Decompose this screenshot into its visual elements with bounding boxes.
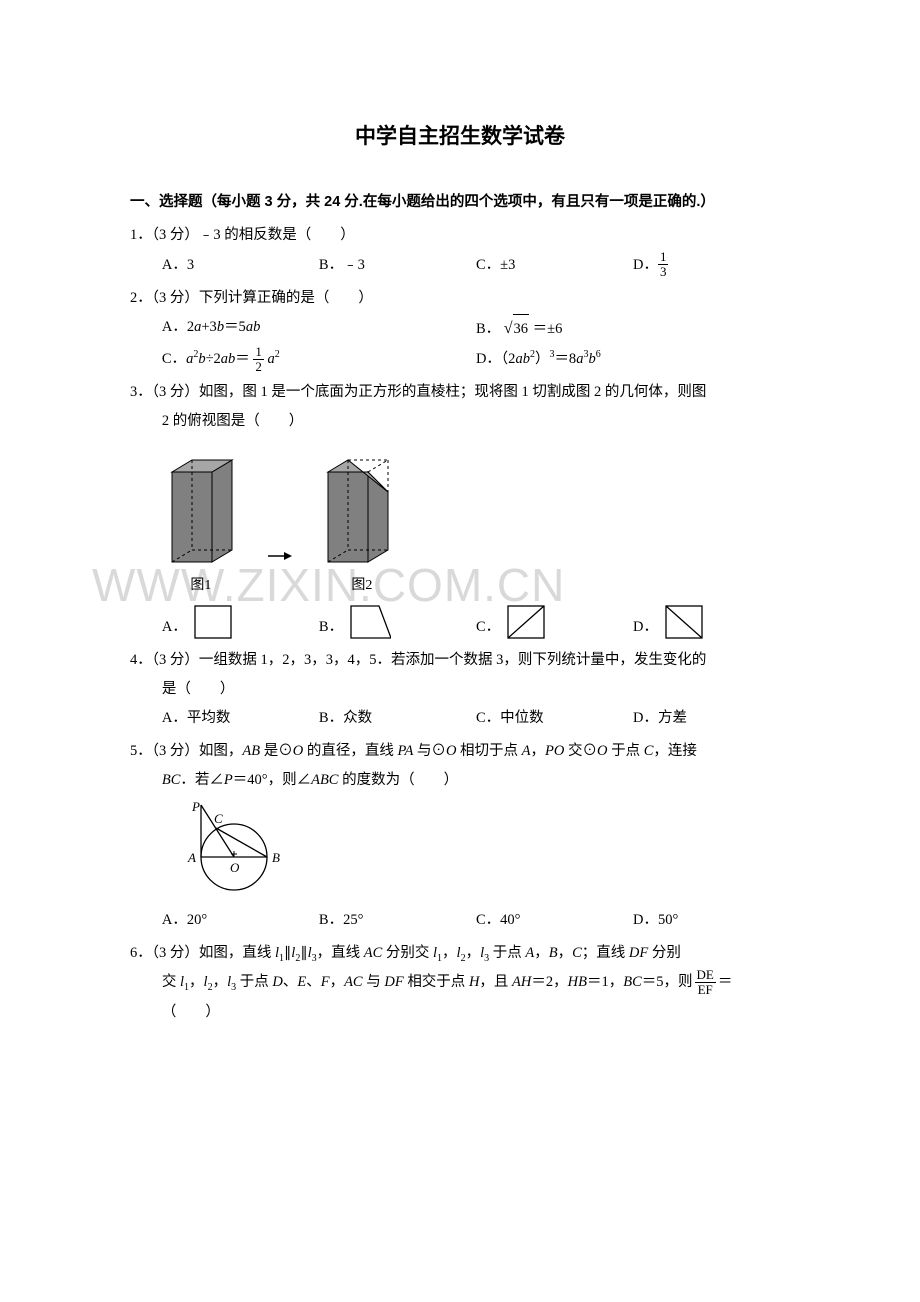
q3-c-shape [504,602,548,642]
q2-opt-c: C．a2b÷2ab＝ 1 2 a2 [162,345,476,375]
q3-b-shape [347,602,391,642]
q6-stem-suffix: ＝ [718,968,733,997]
q2-b-prefix: B． [476,321,500,337]
q3-fig2: 图2 [318,442,406,600]
q6-frac-den: EF [695,983,716,997]
q2-b-rad: 36 [513,314,530,344]
q6-fraction: DE EF [695,968,716,998]
q1-stem: 1．（3 分）﹣3 的相反数是（ ） [130,221,790,250]
question-4: 4．（3 分）一组数据 1，2，3，3，4，5．若添加一个数据 3，则下列统计量… [130,646,790,733]
q5-figure: P C A O B [162,799,790,904]
q4-opt-b: B．众数 [319,704,476,733]
q3-a-label: A． [162,613,187,642]
q1-d-fraction: 1 3 [658,250,669,280]
q5-stem-line2: BC．若∠P＝40°，则∠ABC 的度数为（ ） [130,766,790,795]
q6-stem-line2: 交 l1，l2，l3 于点 D、E、F，AC 与 DF 相交于点 H，且 AH＝… [130,968,790,998]
q1-d-prefix: D． [633,251,658,280]
q3-stem-line2: 2 的俯视图是（ ） [130,407,790,436]
q3-c-label: C． [476,613,500,642]
q3-opt-b: B． [319,602,476,642]
q3-d-label: D． [633,613,658,642]
q6-stem-line3: （ ） [130,998,790,1027]
q2-opt-a: A．2a+3b＝5ab [162,313,476,345]
q2-c-fraction: 1 2 [253,345,264,375]
question-1: 1．（3 分）﹣3 的相反数是（ ） A．3 B．﹣3 C．±3 D． 1 3 [130,221,790,280]
q4-stem-line1: 4．（3 分）一组数据 1，2，3，3，4，5．若添加一个数据 3，则下列统计量… [130,646,790,675]
q1-d-num: 1 [658,250,669,265]
q2-c-num: 1 [253,345,264,360]
q2-opt-d: D．（2ab2）3＝8a3b6 [476,345,790,375]
prism2-svg [318,442,406,570]
question-6: 6．（3 分）如图，直线 l1∥l2∥l3，直线 AC 分别交 l1，l2，l3… [130,939,790,1027]
q1-opt-b: B．﹣3 [319,251,476,280]
q5-label-b: B [272,850,280,865]
q3-opt-c: C． [476,602,633,642]
q6-stem-line1: 6．（3 分）如图，直线 l1∥l2∥l3，直线 AC 分别交 l1，l2，l3… [130,939,790,968]
q3-b-label: B． [319,613,343,642]
q5-label-c: C [214,811,223,826]
question-5: 5．（3 分）如图，AB 是⊙O 的直径，直线 PA 与⊙O 相切于点 A，PO… [130,737,790,935]
q3-fig2-label: 图2 [318,572,406,600]
q4-stem-line2: 是（ ） [130,675,790,704]
q5-label-a: A [187,850,196,865]
q1-opt-a: A．3 [162,251,319,280]
q2-c-den: 2 [253,360,264,374]
q4-opt-a: A．平均数 [162,704,319,733]
q2-stem: 2．（3 分）下列计算正确的是（ ） [130,284,790,313]
q5-stem-line1: 5．（3 分）如图，AB 是⊙O 的直径，直线 PA 与⊙O 相切于点 A，PO… [130,737,790,766]
q3-d-shape [662,602,706,642]
q3-opt-d: D． [633,602,790,642]
q2-b-sqrt: 36 [504,313,529,345]
question-3: 3．（3 分）如图，图 1 是一个底面为正方形的直棱柱；现将图 1 切割成图 2… [130,378,790,642]
q3-fig1: 图1 [162,442,240,600]
q2-opt-b: B． 36 ＝±6 [476,313,790,345]
q3-stem-line1: 3．（3 分）如图，图 1 是一个底面为正方形的直棱柱；现将图 1 切割成图 2… [130,378,790,407]
q1-d-den: 3 [658,265,669,279]
q5-label-p: P [191,799,200,814]
section-header: 一、选择题（每小题 3 分，共 24 分.在每小题给出的四个选项中，有且只有一项… [130,190,790,211]
q5-opt-a: A．20° [162,906,319,935]
q3-fig1-label: 图1 [162,572,240,600]
q5-label-o: O [230,860,240,875]
q4-opt-d: D．方差 [633,704,790,733]
arrow-icon [266,500,292,600]
q1-opt-d: D． 1 3 [633,250,790,280]
q2-b-suffix: ＝±6 [533,321,563,337]
q3-figures: 图1 [130,442,790,600]
q5-opt-d: D．50° [633,906,790,935]
q1-opt-c: C．±3 [476,251,633,280]
question-2: 2．（3 分）下列计算正确的是（ ） A．2a+3b＝5ab B． 36 ＝±6… [130,284,790,375]
page-title: 中学自主招生数学试卷 [130,120,790,150]
prism1-svg [162,442,240,570]
q5-opt-c: C．40° [476,906,633,935]
q6-frac-num: DE [695,968,716,983]
q4-opt-c: C．中位数 [476,704,633,733]
q5-opt-b: B．25° [319,906,476,935]
q3-a-shape [191,602,235,642]
q3-opt-a: A． [162,602,319,642]
